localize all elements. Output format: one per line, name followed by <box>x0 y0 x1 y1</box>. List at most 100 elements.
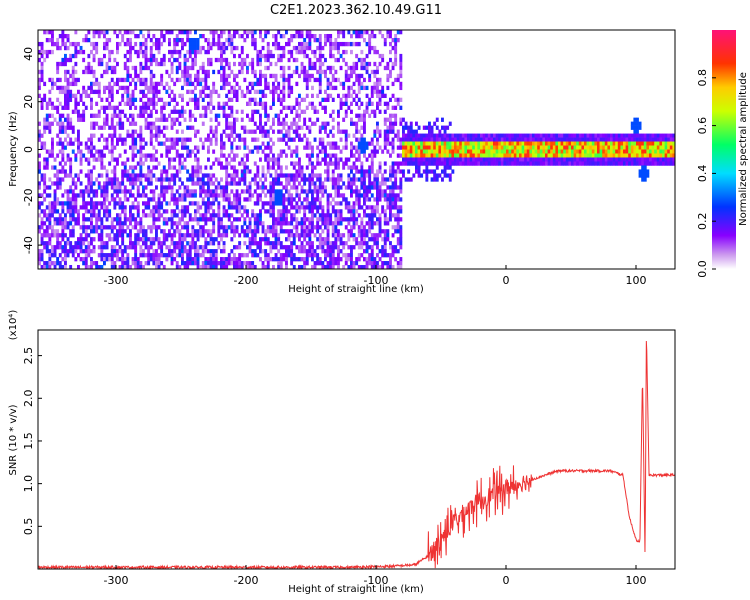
heatmap-cell <box>287 129 291 134</box>
heatmap-cell <box>350 209 353 214</box>
heatmap-cell <box>40 241 44 246</box>
heatmap-cell <box>370 257 374 262</box>
heatmap-cell <box>186 225 190 230</box>
heatmap-cell <box>352 237 356 242</box>
heatmap-cell <box>266 113 270 118</box>
heatmap-cell <box>256 193 260 198</box>
heatmap-cell <box>472 137 476 142</box>
heatmap-cell <box>188 41 192 47</box>
heatmap-cell <box>334 233 338 238</box>
heatmap-cell <box>61 249 65 254</box>
heatmap-cell <box>266 261 270 266</box>
heatmap-cell <box>277 189 281 194</box>
heatmap-cell <box>282 201 286 206</box>
heatmap-cell <box>513 141 517 146</box>
heatmap-cell <box>188 249 192 254</box>
heatmap-cell <box>409 161 413 166</box>
heatmap-cell <box>571 145 574 150</box>
heatmap-cell <box>90 241 93 246</box>
heatmap-cell <box>334 37 338 43</box>
heatmap-cell <box>394 173 398 178</box>
heatmap-cell <box>352 65 356 71</box>
heatmap-cell <box>149 45 153 51</box>
heatmap-cell <box>318 85 322 91</box>
heatmap-cell <box>279 65 283 71</box>
heatmap-cell <box>191 229 195 234</box>
heatmap-cell <box>201 45 205 51</box>
heatmap-cell <box>84 33 88 39</box>
heatmap-cell <box>376 141 379 146</box>
heatmap-cell <box>279 165 283 170</box>
heatmap-cell <box>464 145 468 150</box>
heatmap-cell <box>303 209 307 214</box>
heatmap-cell <box>123 257 127 262</box>
heatmap-cell <box>399 209 403 214</box>
heatmap-cell <box>363 77 366 83</box>
heatmap-cell <box>370 149 374 154</box>
heatmap-cell <box>274 85 278 91</box>
heatmap-cell <box>66 113 70 118</box>
heatmap-cell <box>40 69 44 75</box>
heatmap-cell <box>100 221 104 226</box>
heatmap-cell <box>386 229 390 234</box>
heatmap-cell <box>79 241 83 246</box>
heatmap-cell <box>350 145 353 150</box>
heatmap-cell <box>87 30 91 35</box>
heatmap-cell <box>240 229 244 234</box>
heatmap-cell <box>90 153 93 158</box>
heatmap-cell <box>155 261 158 266</box>
heatmap-cell <box>407 149 411 154</box>
heatmap-cell <box>550 141 554 146</box>
heatmap-cell <box>446 137 450 142</box>
heatmap-cell <box>222 45 226 51</box>
heatmap-cell <box>136 177 140 182</box>
heatmap-cell <box>461 145 465 150</box>
heatmap-cell <box>243 253 247 258</box>
heatmap-cell <box>420 141 424 146</box>
heatmap-cell <box>321 53 325 59</box>
heatmap-cell <box>272 229 275 234</box>
heatmap-cell <box>108 57 112 63</box>
heatmap-cell <box>246 253 249 258</box>
heatmap-cell <box>298 173 301 178</box>
heatmap-cell <box>71 65 75 71</box>
heatmap-cell <box>74 181 78 186</box>
heatmap-cell <box>183 137 187 142</box>
heatmap-cell <box>331 145 335 150</box>
heatmap-cell <box>407 129 411 134</box>
heatmap-cell <box>381 93 385 99</box>
heatmap-cell <box>266 153 270 158</box>
heatmap-cell <box>394 105 398 110</box>
heatmap-cell <box>558 153 561 158</box>
heatmap-cell <box>95 101 99 106</box>
heatmap-cell <box>386 65 390 71</box>
heatmap-cell <box>264 177 268 182</box>
heatmap-cell <box>428 137 431 142</box>
heatmap-cell <box>92 33 96 39</box>
heatmap-cell <box>56 105 60 110</box>
heatmap-cell <box>38 85 41 91</box>
heatmap-cell <box>368 217 372 222</box>
heatmap-cell <box>214 137 218 142</box>
heatmap-cell <box>407 169 411 174</box>
heatmap-cell <box>454 153 457 158</box>
heatmap-cell <box>329 245 333 250</box>
heatmap-cell <box>82 197 86 202</box>
heatmap-cell <box>168 177 171 182</box>
heatmap-cell <box>391 141 395 146</box>
heatmap-cell <box>342 181 346 186</box>
heatmap-cell <box>493 153 496 158</box>
heatmap-cell <box>134 137 138 142</box>
heatmap-cell <box>149 37 153 43</box>
heatmap-cell <box>329 217 333 222</box>
heatmap-cell <box>69 161 73 166</box>
heatmap-cell <box>142 249 145 254</box>
heatmap-cell <box>212 41 216 47</box>
heatmap-cell <box>212 201 216 206</box>
heatmap-cell <box>303 45 307 51</box>
heatmap-cell <box>157 117 161 122</box>
heatmap-cell <box>253 265 257 270</box>
heatmap-cell <box>261 229 265 234</box>
heatmap-cell <box>415 161 418 166</box>
heatmap-cell <box>123 221 127 226</box>
